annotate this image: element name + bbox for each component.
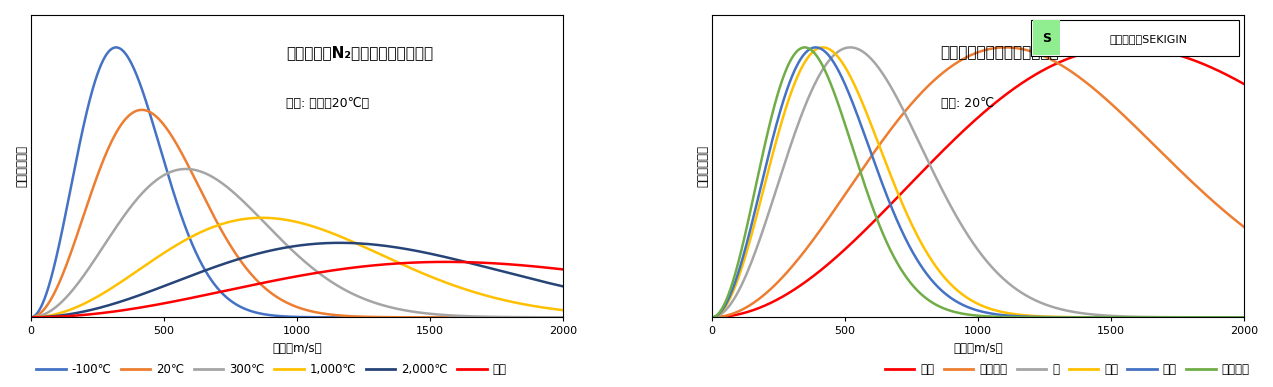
- Text: 気体分子（N₂）の速度分布と温度: 気体分子（N₂）の速度分布と温度: [286, 45, 433, 60]
- Y-axis label: 分子数の割合: 分子数の割合: [696, 145, 709, 187]
- X-axis label: 速度（m/s）: 速度（m/s）: [272, 342, 322, 355]
- X-axis label: 速度（m/s）: 速度（m/s）: [953, 342, 1003, 355]
- Text: S: S: [1043, 32, 1051, 45]
- Text: 温度: 20℃: 温度: 20℃: [941, 97, 994, 110]
- Text: 技術情報館SEKIGIN: 技術情報館SEKIGIN: [1109, 34, 1188, 44]
- Legend: 水素, ヘリウム, 水, 窒素, 酸素, アルゴン: 水素, ヘリウム, 水, 窒素, 酸素, アルゴン: [880, 359, 1254, 381]
- FancyBboxPatch shape: [1032, 21, 1060, 55]
- FancyBboxPatch shape: [1031, 19, 1239, 56]
- Text: 気体分子の速度分布と分子種: 気体分子の速度分布と分子種: [941, 45, 1059, 60]
- Legend: -100℃, 20℃, 300℃, 1,000℃, 2,000℃, 水素: -100℃, 20℃, 300℃, 1,000℃, 2,000℃, 水素: [32, 359, 512, 381]
- Text: 比較: 水素（20℃）: 比較: 水素（20℃）: [286, 97, 369, 110]
- Y-axis label: 分子数の割合: 分子数の割合: [15, 145, 28, 187]
